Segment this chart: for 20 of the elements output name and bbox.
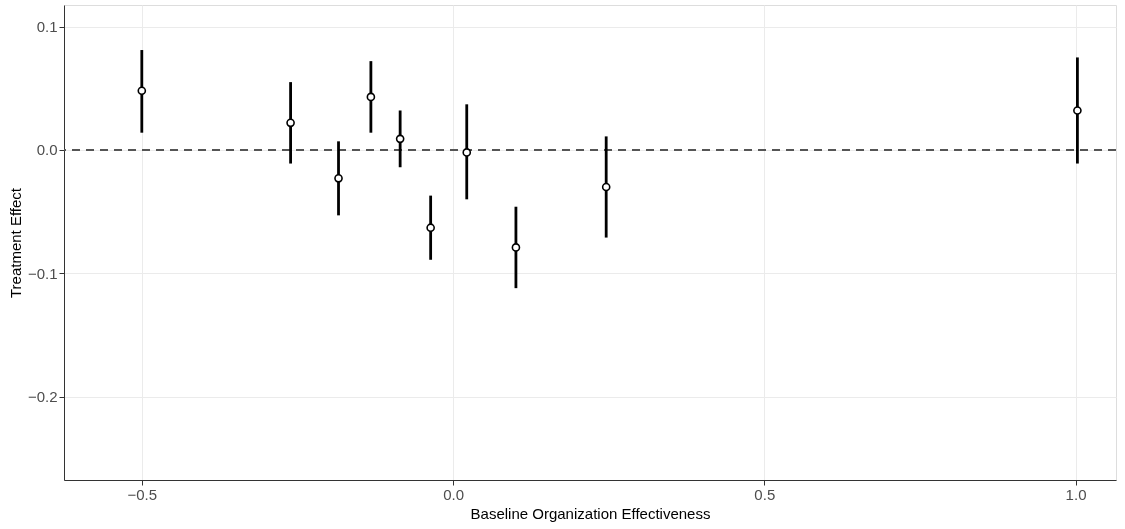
point [462,148,472,157]
x-tick-label: 0.5 [754,485,776,503]
y-tick-label: 0.1 [36,18,58,36]
point [137,86,147,96]
point [334,174,343,183]
x-axis-title: Baseline Organization Effectiveness [470,504,711,522]
y-tick-label: −0.2 [27,388,58,406]
x-tick-label: −0.5 [127,485,158,503]
point [366,92,376,102]
y-tick-label: −0.1 [27,264,58,282]
point [511,243,521,252]
point [426,223,435,233]
point [601,182,611,192]
x-tick-label: 0.0 [443,485,464,503]
point [286,118,295,128]
point [1073,106,1082,115]
y-tick-label: 0.0 [36,141,58,159]
y-axis-title: Treatment Effect [6,187,24,299]
x-tick-label: 1.0 [1065,485,1087,503]
point [395,134,405,144]
